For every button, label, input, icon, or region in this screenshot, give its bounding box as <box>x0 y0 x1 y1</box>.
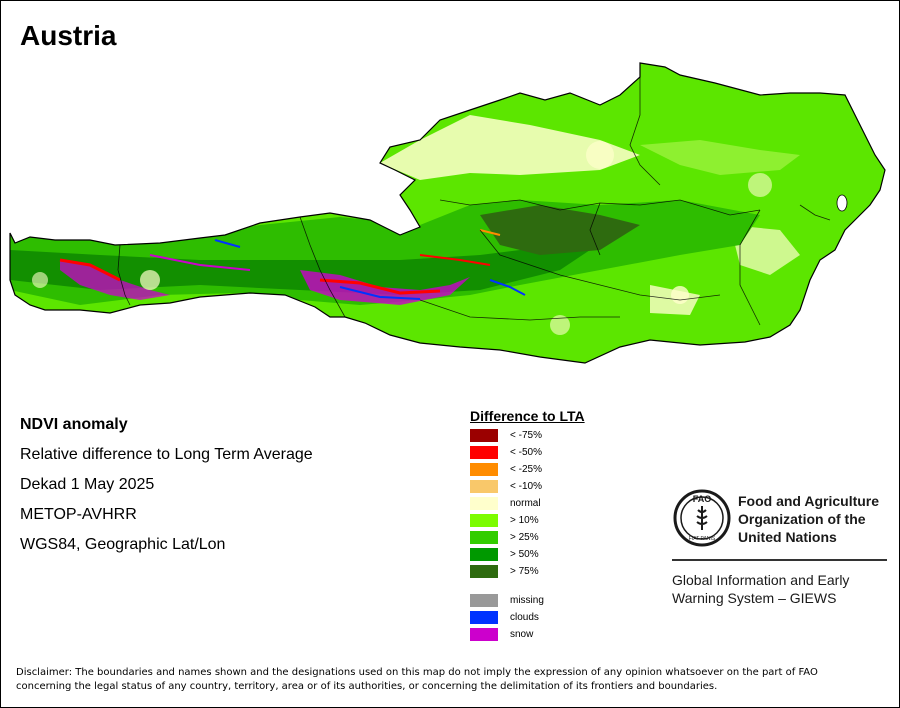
map-title: Austria <box>20 20 117 51</box>
product-description: Relative difference to Long Term Average <box>20 446 313 463</box>
legend-swatch <box>470 531 498 544</box>
map-info: NDVI anomaly Relative difference to Long… <box>20 415 313 565</box>
legend-label: clouds <box>510 612 539 623</box>
product-projection: WGS84, Geographic Lat/Lon <box>20 536 226 553</box>
fao-emblem-icon: FAO FIAT PANIS <box>673 489 731 547</box>
legend-classes: < -75% < -50% < -25% < -10% normal > 10% > 25%… <box>470 427 585 580</box>
fao-emblem-motto: FIAT PANIS <box>689 536 716 542</box>
product-date: Dekad 1 May 2025 <box>20 476 155 493</box>
legend-item: clouds <box>470 609 585 626</box>
legend-swatch <box>470 548 498 561</box>
legend-swatch <box>470 480 498 493</box>
legend-label: < -75% <box>510 430 542 441</box>
legend-label: > 10% <box>510 515 539 526</box>
legend-item: > 50% <box>470 546 585 563</box>
legend-label: > 75% <box>510 566 539 577</box>
legend-item: > 75% <box>470 563 585 580</box>
legend-item: < -25% <box>470 461 585 478</box>
legend-label: < -50% <box>510 447 542 458</box>
product-name: NDVI anomaly <box>20 416 128 433</box>
giews-name: Global Information and Early Warning Sys… <box>672 572 850 606</box>
disclaimer: Disclaimer: The boundaries and names sho… <box>16 667 818 692</box>
legend-swatch <box>470 565 498 578</box>
legend-item: < -75% <box>470 427 585 444</box>
fao-divider <box>672 559 887 561</box>
legend-label: missing <box>510 595 544 606</box>
legend-label: < -10% <box>510 481 542 492</box>
product-sensor: METOP-AVHRR <box>20 506 137 523</box>
legend-swatch <box>470 514 498 527</box>
legend-title: Difference to LTA <box>470 408 585 424</box>
legend-extra: missing clouds snow <box>470 592 585 643</box>
legend-label: < -25% <box>510 464 542 475</box>
legend-item: > 25% <box>470 529 585 546</box>
legend-swatch <box>470 429 498 442</box>
legend-item: missing <box>470 592 585 609</box>
legend-swatch <box>470 594 498 607</box>
legend-gap <box>470 580 585 592</box>
legend: Difference to LTA < -75% < -50% < -25% < -1… <box>470 408 585 643</box>
legend-label: > 50% <box>510 549 539 560</box>
legend-item: normal <box>470 495 585 512</box>
legend-label: normal <box>510 498 541 509</box>
legend-item: < -10% <box>470 478 585 495</box>
legend-item: > 10% <box>470 512 585 529</box>
legend-swatch <box>470 446 498 459</box>
legend-label: > 25% <box>510 532 539 543</box>
legend-item: snow <box>470 626 585 643</box>
legend-item: < -50% <box>470 444 585 461</box>
fao-emblem-letters: FAO <box>693 494 712 504</box>
legend-swatch <box>470 463 498 476</box>
legend-swatch <box>470 628 498 641</box>
legend-label: snow <box>510 629 534 640</box>
ndvi-anomaly-map <box>9 62 886 364</box>
fao-org-name: Food and Agriculture Organization of the… <box>738 493 880 545</box>
legend-swatch <box>470 611 498 624</box>
legend-swatch <box>470 497 498 510</box>
